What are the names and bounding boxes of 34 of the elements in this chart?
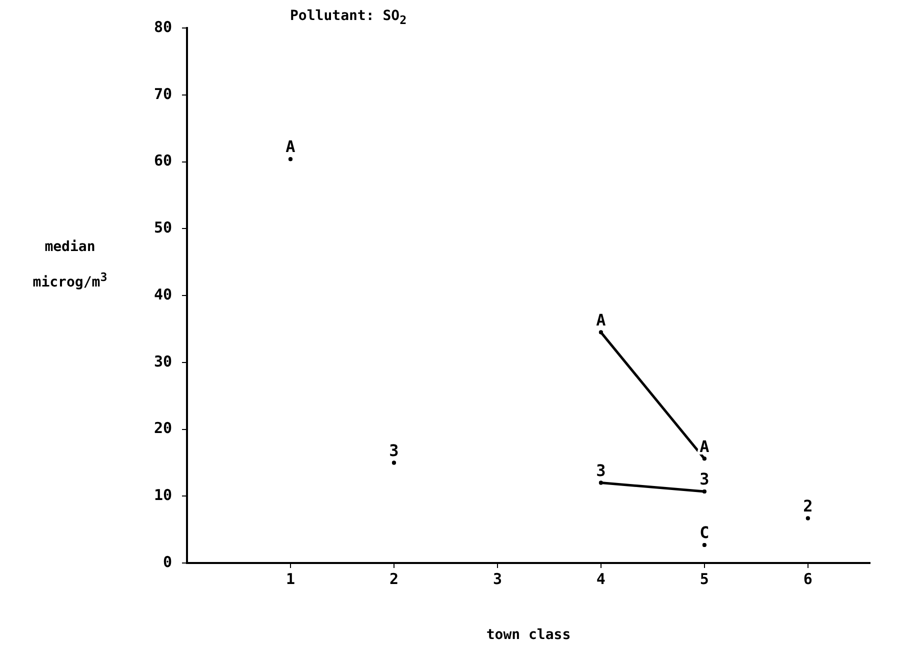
point	[806, 516, 810, 520]
chart-title: Pollutant: SO$_{2}$	[290, 8, 407, 27]
y-tick-label: 30	[154, 352, 172, 370]
series-label: C	[700, 523, 710, 542]
point	[702, 542, 706, 547]
y-tick-label: 50	[154, 218, 172, 237]
x-tick-label: 4	[596, 570, 606, 588]
x-axis-title: town class	[486, 627, 571, 644]
y-tick-label: 70	[154, 84, 172, 103]
point	[598, 480, 603, 485]
series-label: A	[700, 436, 710, 456]
series-label: 3	[700, 470, 710, 489]
text: 3	[596, 460, 606, 480]
series-label: 2	[803, 496, 813, 516]
y-tick-label: 10	[154, 486, 172, 504]
text: median microg/m$^{3}$	[32, 239, 108, 291]
x-tick-label: 5	[700, 570, 709, 588]
point	[392, 460, 396, 465]
point	[288, 157, 292, 162]
point	[702, 489, 706, 494]
y-tick-label: 20	[154, 419, 172, 438]
series-label: A	[286, 137, 296, 156]
x-tick-label: 6	[803, 570, 812, 588]
y-tick-label: 80	[154, 18, 172, 36]
point	[598, 330, 603, 334]
point	[702, 456, 706, 461]
x-tick-label: 3	[492, 570, 502, 588]
y-tick-label: 0	[162, 552, 172, 571]
x-tick-label: 1	[286, 570, 295, 588]
y-tick-label: 60	[154, 152, 172, 170]
y-tick-label: 40	[154, 285, 172, 304]
x-tick-label: 2	[389, 570, 398, 588]
text: A	[596, 310, 606, 330]
series-label: 3	[389, 440, 399, 460]
